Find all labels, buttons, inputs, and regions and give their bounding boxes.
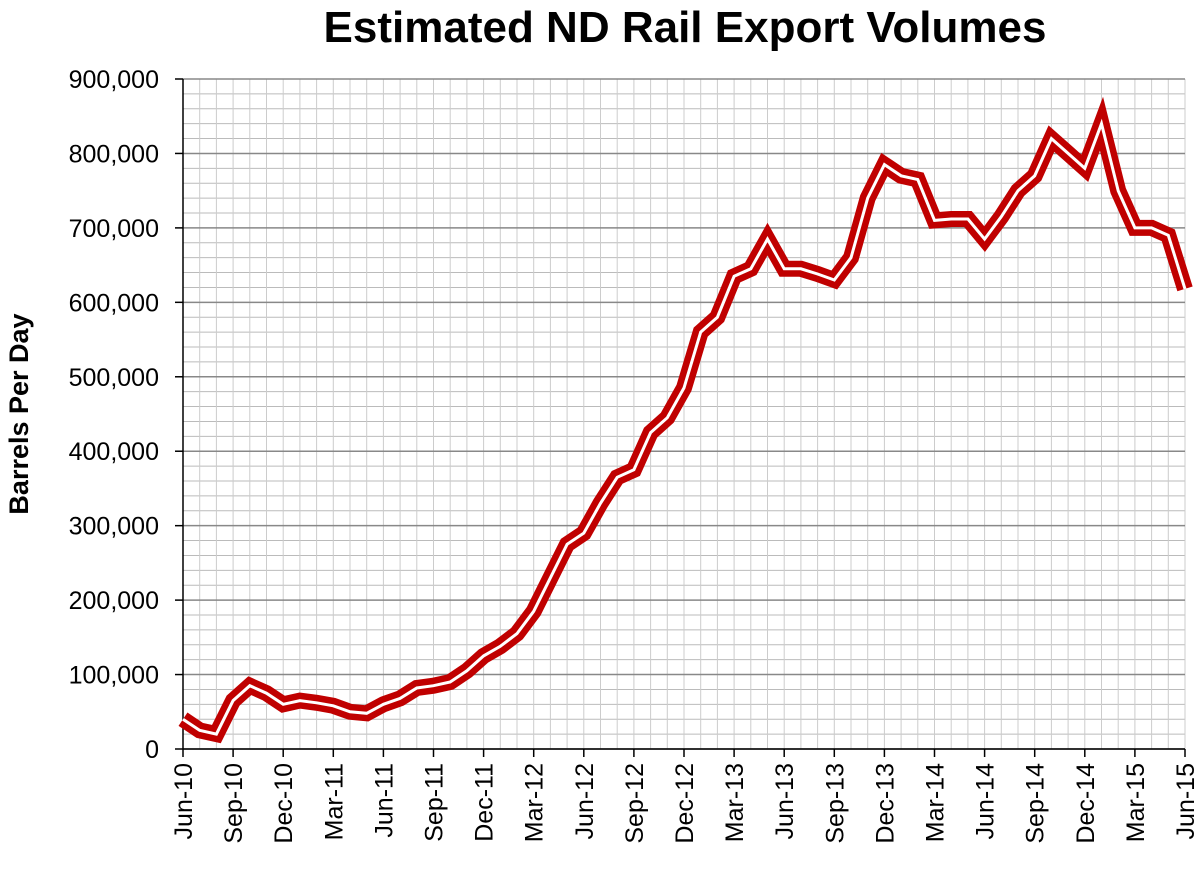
y-tick-label: 0 [145,736,159,764]
x-tick-label: Sep-12 [621,763,649,844]
x-tick-label: Mar-15 [1122,763,1150,842]
y-tick-label: 100,000 [69,662,159,690]
x-tick-label: Sep-14 [1022,763,1050,844]
x-tick-label: Sep-10 [220,763,248,844]
y-tick-label: 900,000 [69,66,159,94]
y-axis-title: Barrels Per Day [4,313,34,514]
y-tick-label: 200,000 [69,587,159,615]
x-tick-label: Sep-11 [421,763,449,842]
x-tick-label: Dec-13 [871,763,899,844]
y-tick-label: 600,000 [69,289,159,317]
y-tick-label: 800,000 [69,140,159,168]
x-tick-label: Dec-10 [270,763,298,844]
x-tick-label: Mar-12 [521,763,549,842]
y-tick-label: 300,000 [69,513,159,541]
x-tick-label: Mar-14 [922,763,950,842]
chart-title: Estimated ND Rail Export Volumes [324,3,1047,52]
series-line-inner [182,118,1187,736]
x-tick-label: Dec-14 [1072,763,1100,844]
x-tick-label: Jun-15 [1172,763,1200,839]
x-tick-label: Jun-12 [571,763,599,839]
x-tick-label: Jun-13 [771,763,799,839]
x-tick-label: Jun-11 [370,763,398,838]
x-tick-label: Jun-10 [170,763,198,839]
x-tick-label: Dec-12 [671,763,699,844]
y-tick-label: 700,000 [69,215,159,243]
x-tick-label: Jun-14 [972,763,1000,840]
x-tick-label: Dec-11 [471,763,499,842]
x-tick-label: Mar-13 [721,763,749,842]
x-tick-label: Mar-11 [320,763,348,840]
y-tick-label: 500,000 [69,364,159,392]
y-tick-label: 400,000 [69,438,159,466]
x-tick-label: Sep-13 [821,763,849,844]
